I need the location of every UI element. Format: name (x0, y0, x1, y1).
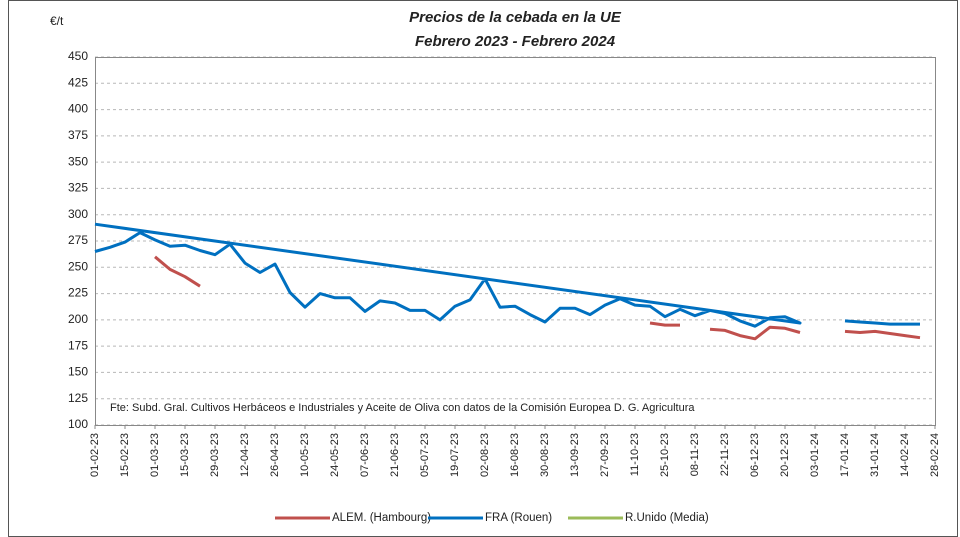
chart-subtitle: Febrero 2023 - Febrero 2024 (415, 33, 616, 50)
y-tick-label: 225 (68, 286, 88, 300)
x-tick-label: 17-01-24 (839, 433, 851, 477)
x-tick-label: 01-03-23 (149, 433, 161, 477)
legend-label: FRA (Rouen) (485, 512, 552, 524)
x-tick-label: 11-10-23 (629, 433, 641, 476)
x-tick-label: 20-12-23 (779, 433, 791, 477)
x-tick-label: 01-02-23 (89, 433, 101, 477)
y-tick-label: 350 (68, 154, 88, 168)
y-tick-label: 325 (68, 181, 88, 195)
x-tick-label: 15-03-23 (179, 433, 191, 477)
y-tick-label: 200 (68, 312, 88, 326)
y-tick-label: 150 (68, 365, 88, 379)
source-note: Fte: Subd. Gral. Cultivos Herbáceos e In… (110, 402, 695, 414)
x-tick-label: 05-07-23 (419, 433, 431, 477)
chart-title: Precios de la cebada en la UE (409, 9, 622, 26)
legend-label: ALEM. (Hambourg) (332, 512, 431, 524)
x-tick-label: 16-08-23 (509, 433, 521, 477)
x-tick-label: 14-02-24 (899, 433, 911, 477)
y-tick-label: 450 (68, 49, 88, 63)
y-tick-label: 275 (68, 233, 88, 247)
x-tick-label: 24-05-23 (329, 433, 341, 477)
series-line (94, 222, 920, 328)
legend: ALEM. (Hambourg) FRA (Rouen) R.Unido (Medi… (275, 512, 709, 524)
x-tick-label: 02-08-23 (479, 433, 491, 477)
x-tick-label: 10-05-23 (299, 433, 311, 477)
x-tick-label: 22-11-23 (719, 433, 731, 476)
x-tick-label: 15-02-23 (119, 433, 131, 477)
y-axis-label: €/t (50, 14, 64, 28)
x-tick-label: 21-06-23 (389, 433, 401, 477)
x-tick-label: 25-10-23 (659, 433, 671, 477)
y-tick-label: 400 (68, 102, 88, 116)
plot-frame (95, 57, 936, 426)
x-tick-label: 08-11-23 (689, 433, 701, 476)
y-tick-label: 300 (68, 207, 88, 221)
x-tick-label: 19-07-23 (449, 433, 461, 477)
x-tick-label: 07-06-23 (359, 433, 371, 477)
x-tick-label: 06-12-23 (749, 433, 761, 477)
series-line (154, 255, 921, 341)
y-tick-label: 175 (68, 338, 88, 352)
y-tick-label: 250 (68, 259, 88, 273)
x-tick-label: 27-09-23 (599, 433, 611, 477)
x-tick-label: 31-01-24 (869, 433, 881, 477)
lines (94, 222, 921, 341)
x-tick-label: 13-09-23 (569, 433, 581, 477)
x-tick-label: 29-03-23 (209, 433, 221, 477)
y-tick-label: 425 (68, 75, 88, 89)
x-tick-label: 30-08-23 (539, 433, 551, 477)
legend-label: R.Unido (Media) (625, 512, 709, 524)
y-tick-label: 100 (68, 417, 88, 431)
y-tick-label: 125 (68, 391, 88, 405)
y-tick-label: 375 (68, 128, 88, 142)
x-tick-label: 28-02-24 (929, 433, 941, 477)
x-tick-label: 26-04-23 (269, 433, 281, 477)
x-tick-label: 03-01-24 (809, 433, 821, 477)
x-tick-label: 12-04-23 (239, 433, 251, 477)
